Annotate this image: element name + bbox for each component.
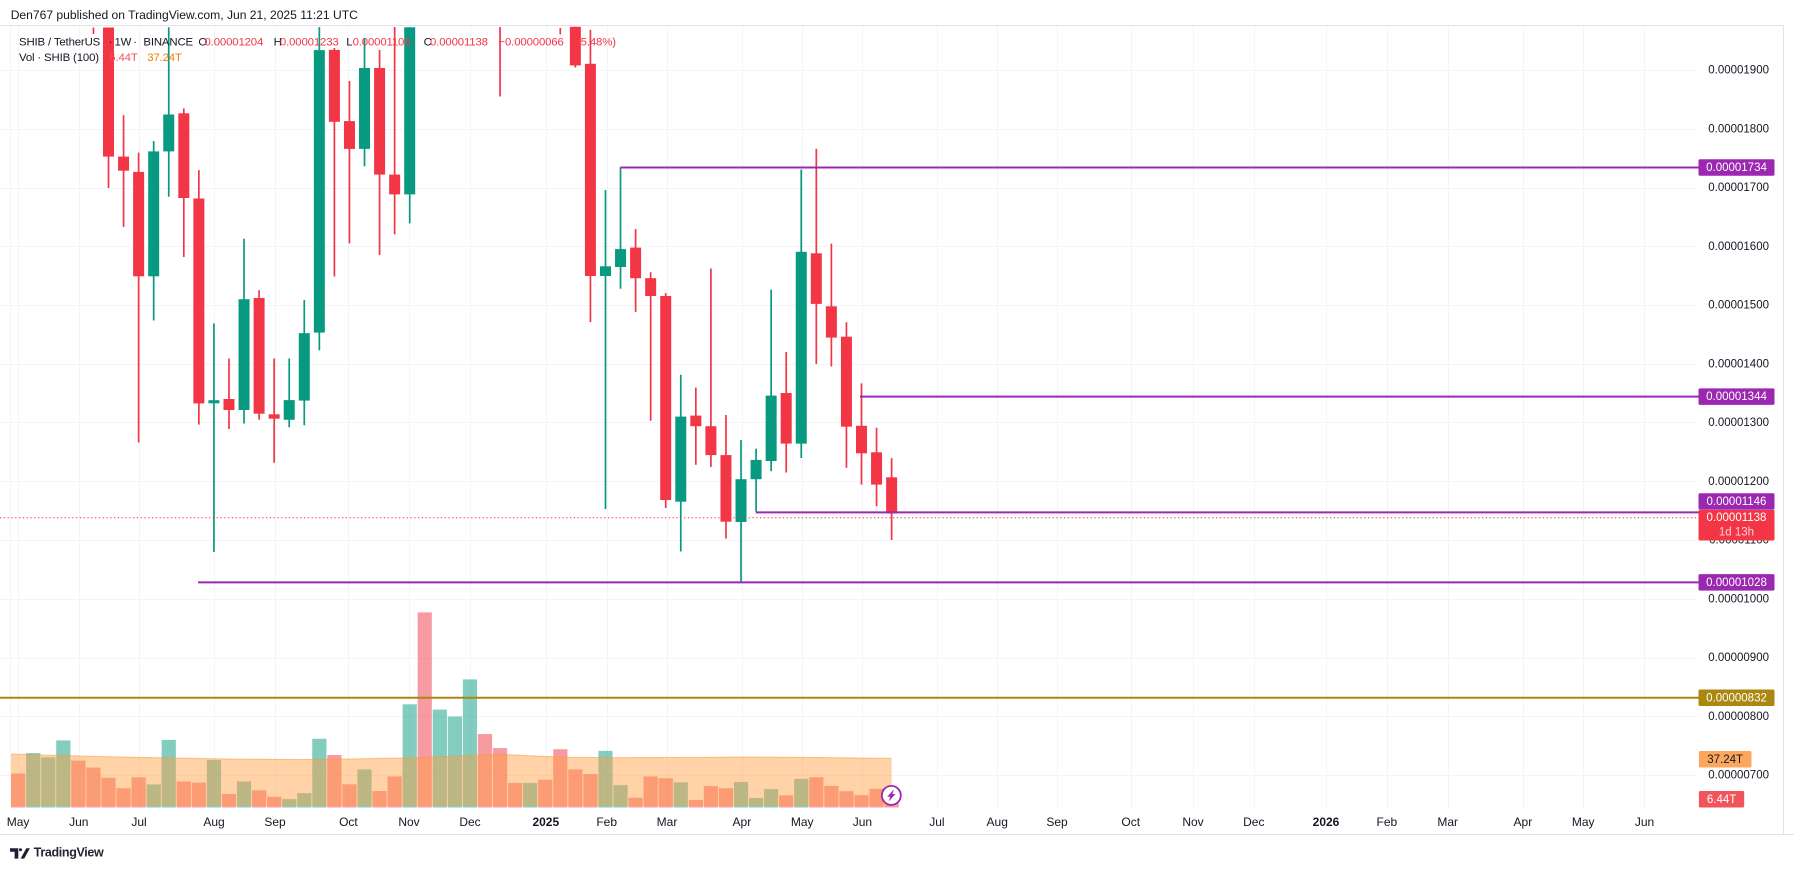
svg-text:0.00001600: 0.00001600 xyxy=(1708,241,1769,253)
svg-text:May: May xyxy=(7,815,30,829)
svg-text:C: C xyxy=(424,37,432,49)
svg-text:TradingView: TradingView xyxy=(34,845,104,859)
svg-text:Vol · SHIB (100): Vol · SHIB (100) xyxy=(19,52,99,64)
svg-text:0.00001734: 0.00001734 xyxy=(1706,162,1767,174)
svg-text:6.44T: 6.44T xyxy=(109,52,138,64)
svg-text:H: H xyxy=(274,37,282,49)
svg-text:2026: 2026 xyxy=(1313,815,1340,829)
svg-text:37.24T: 37.24T xyxy=(1707,754,1743,766)
svg-text:0.00001800: 0.00001800 xyxy=(1708,123,1769,135)
svg-text:May: May xyxy=(1572,815,1595,829)
svg-text:0.00000832: 0.00000832 xyxy=(1706,692,1767,704)
svg-text:L: L xyxy=(346,37,352,49)
svg-text:Mar: Mar xyxy=(1437,815,1458,829)
svg-text:0.00000900: 0.00000900 xyxy=(1708,652,1769,664)
svg-text:Jul: Jul xyxy=(131,815,146,829)
svg-text:Apr: Apr xyxy=(733,815,752,829)
svg-text:Sep: Sep xyxy=(264,815,286,829)
svg-text:0.00001204: 0.00001204 xyxy=(205,37,264,49)
svg-text:Nov: Nov xyxy=(398,815,419,829)
svg-text:Aug: Aug xyxy=(203,815,224,829)
svg-text:Feb: Feb xyxy=(596,815,617,829)
svg-text:0.00001500: 0.00001500 xyxy=(1708,300,1769,312)
svg-text:Oct: Oct xyxy=(1121,815,1140,829)
svg-text:Apr: Apr xyxy=(1514,815,1533,829)
svg-text:Jun: Jun xyxy=(69,815,88,829)
svg-text:Aug: Aug xyxy=(987,815,1008,829)
svg-text:1W: 1W xyxy=(115,37,132,49)
svg-text:Jul: Jul xyxy=(929,815,944,829)
svg-text:0.00001233: 0.00001233 xyxy=(280,37,339,49)
svg-text:0.00001000: 0.00001000 xyxy=(1708,593,1769,605)
svg-text:BINANCE: BINANCE xyxy=(143,37,193,49)
svg-text:(−5.48%): (−5.48%) xyxy=(571,37,617,49)
svg-text:37.24T: 37.24T xyxy=(147,52,182,64)
svg-text:·: · xyxy=(133,37,137,49)
svg-text:Dec: Dec xyxy=(459,815,480,829)
svg-text:0.00001138: 0.00001138 xyxy=(430,37,488,49)
svg-text:0.00001300: 0.00001300 xyxy=(1708,417,1769,429)
svg-text:0.00001028: 0.00001028 xyxy=(1706,577,1767,589)
svg-text:6.44T: 6.44T xyxy=(1707,794,1736,806)
svg-text:0.00001700: 0.00001700 xyxy=(1708,182,1769,194)
svg-text:0.00001146: 0.00001146 xyxy=(1707,496,1767,508)
svg-text:O: O xyxy=(198,37,207,49)
svg-text:·: · xyxy=(109,37,113,49)
svg-text:0.00001400: 0.00001400 xyxy=(1708,358,1769,370)
svg-text:Mar: Mar xyxy=(657,815,678,829)
svg-text:−0.00000066: −0.00000066 xyxy=(499,37,564,49)
svg-text:Oct: Oct xyxy=(339,815,358,829)
svg-text:2025: 2025 xyxy=(532,815,559,829)
svg-text:Jun: Jun xyxy=(853,815,872,829)
svg-text:0.00001900: 0.00001900 xyxy=(1708,65,1769,77)
svg-text:SHIB / TetherUS: SHIB / TetherUS xyxy=(19,37,101,49)
svg-text:Feb: Feb xyxy=(1377,815,1398,829)
svg-text:Nov: Nov xyxy=(1182,815,1203,829)
svg-text:0.00001106: 0.00001106 xyxy=(353,37,411,49)
svg-text:0.00001200: 0.00001200 xyxy=(1708,476,1769,488)
svg-text:Sep: Sep xyxy=(1046,815,1068,829)
svg-text:Dec: Dec xyxy=(1243,815,1264,829)
svg-text:0.00001344: 0.00001344 xyxy=(1706,391,1767,403)
svg-text:0.00000800: 0.00000800 xyxy=(1708,711,1769,723)
svg-text:0.00000700: 0.00000700 xyxy=(1708,770,1769,782)
svg-text:0.00001138: 0.00001138 xyxy=(1707,512,1767,524)
svg-text:1d 13h: 1d 13h xyxy=(1719,527,1754,539)
svg-text:Den767 published on TradingVie: Den767 published on TradingView.com, Jun… xyxy=(11,8,358,22)
svg-text:May: May xyxy=(791,815,814,829)
svg-text:Jun: Jun xyxy=(1635,815,1654,829)
